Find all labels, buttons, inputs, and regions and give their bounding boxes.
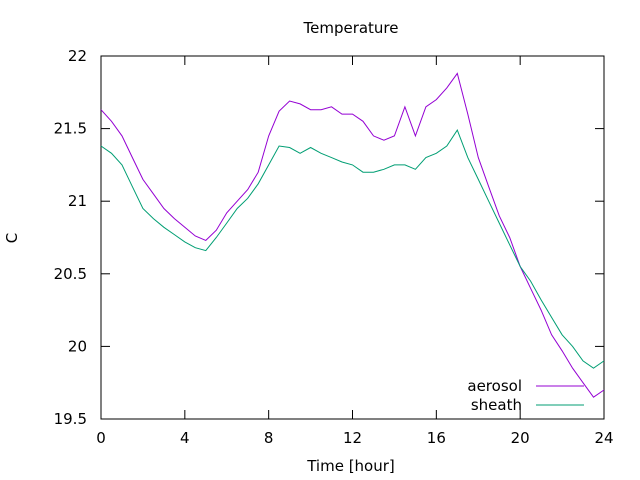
y-axis: 19.5 20 20.5 21 21.5 22 [54,47,604,428]
y-tick-label: 21 [68,192,87,210]
y-tick-label: 20 [68,337,87,355]
y-tick-label: 21.5 [54,120,87,138]
legend-label-aerosol: aerosol [467,377,522,395]
x-tick-label: 20 [511,429,530,447]
x-tick-label: 4 [180,429,190,447]
x-tick-label: 16 [427,429,446,447]
x-axis: 0 4 8 12 16 20 24 [96,56,614,447]
y-tick-label: 20.5 [54,265,87,283]
x-tick-label: 12 [343,429,362,447]
x-axis-label: Time [hour] [306,457,395,475]
x-tick-label: 8 [264,429,274,447]
y-axis-label: C [3,233,21,243]
series-line-sheath [100,129,605,369]
y-tick-label: 22 [68,47,87,65]
chart-title: Temperature [302,19,398,37]
x-tick-label: 0 [96,429,106,447]
y-tick-label: 19.5 [54,410,87,428]
legend-label-sheath: sheath [471,396,522,414]
series-layer [100,72,605,398]
x-tick-label: 24 [594,429,613,447]
